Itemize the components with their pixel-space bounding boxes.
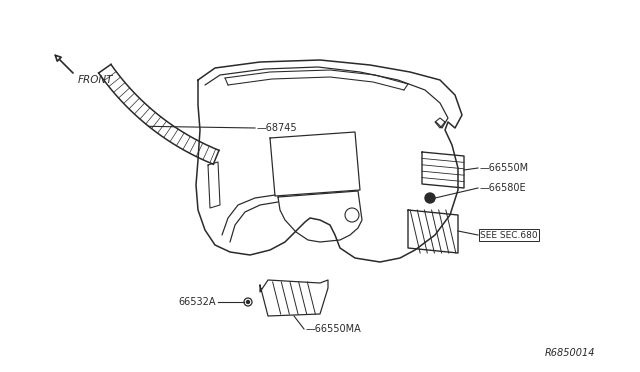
Circle shape [246,301,250,304]
Text: —66550M: —66550M [480,163,529,173]
Text: 66532A: 66532A [179,297,216,307]
Text: —66550MA: —66550MA [306,324,362,334]
Text: SEE SEC.680: SEE SEC.680 [480,231,538,240]
Text: —66580E: —66580E [480,183,527,193]
Text: FRONT: FRONT [78,75,113,85]
Text: —68745: —68745 [257,123,298,133]
Text: R6850014: R6850014 [545,348,595,358]
Circle shape [425,193,435,203]
